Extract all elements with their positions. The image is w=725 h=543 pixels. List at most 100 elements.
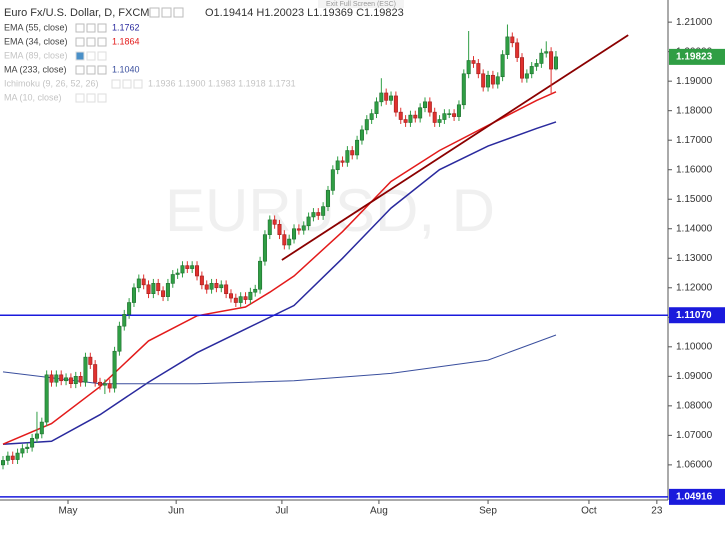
candle-body bbox=[195, 265, 200, 277]
legend-icon[interactable] bbox=[97, 23, 107, 33]
candle-body bbox=[437, 119, 442, 123]
candle-body bbox=[59, 374, 64, 382]
legend-icon[interactable] bbox=[133, 79, 143, 89]
legend-icon[interactable] bbox=[86, 65, 96, 75]
candle-body bbox=[102, 383, 107, 386]
candle-body bbox=[481, 73, 486, 88]
candle-body bbox=[233, 297, 238, 303]
candle-body bbox=[122, 314, 127, 327]
candle-body bbox=[238, 296, 243, 303]
indicator-line bbox=[2, 121, 557, 445]
candle-body bbox=[418, 107, 423, 119]
header-icon[interactable] bbox=[161, 7, 172, 18]
y-tick-label: 1.14000 bbox=[676, 223, 713, 234]
legend-value: 1.1936 1.1900 1.1983 1.1918 1.1731 bbox=[148, 78, 296, 88]
candle-body bbox=[88, 356, 93, 365]
candle-body bbox=[243, 296, 248, 300]
y-tick-label: 1.18000 bbox=[676, 105, 713, 116]
candle-body bbox=[15, 452, 20, 460]
candle-body bbox=[73, 376, 78, 385]
candle-body bbox=[64, 377, 69, 382]
candle-body bbox=[490, 74, 495, 85]
candle-body bbox=[175, 272, 180, 275]
y-tick-label: 1.21000 bbox=[676, 17, 713, 28]
legend-value: 1.1864 bbox=[112, 36, 140, 46]
y-tick-label: 1.10000 bbox=[676, 341, 713, 352]
candle-body bbox=[209, 283, 214, 290]
trendline[interactable] bbox=[281, 34, 629, 261]
candle-body bbox=[170, 274, 175, 284]
legend-icon[interactable] bbox=[111, 79, 121, 89]
legend-value: 1.1762 bbox=[112, 22, 140, 32]
candle-body bbox=[185, 265, 190, 269]
candle-body bbox=[180, 265, 185, 274]
candle-body bbox=[287, 238, 292, 246]
legend-name[interactable]: EMA (34, close) bbox=[4, 36, 68, 46]
legend-icon[interactable] bbox=[86, 93, 96, 103]
candle-body bbox=[272, 219, 277, 225]
candle-body bbox=[93, 364, 98, 383]
legend-name[interactable]: EMA (55, close) bbox=[4, 22, 68, 32]
legend-name[interactable]: MA (233, close) bbox=[4, 64, 67, 74]
candle-body bbox=[321, 206, 326, 216]
candle-body bbox=[156, 283, 161, 292]
candle-body bbox=[214, 283, 219, 289]
legend-icon[interactable] bbox=[86, 23, 96, 33]
legend-icon[interactable] bbox=[86, 51, 96, 61]
legend-icon[interactable] bbox=[75, 65, 85, 75]
candle-body bbox=[379, 92, 384, 103]
y-tick-label: 1.15000 bbox=[676, 194, 713, 205]
legend-icon[interactable] bbox=[75, 23, 85, 33]
legend-icon[interactable] bbox=[122, 79, 132, 89]
legend-name[interactable]: MA (10, close) bbox=[4, 92, 62, 102]
candle-body bbox=[393, 95, 398, 113]
candle-body bbox=[107, 383, 112, 389]
y-tick-label: 1.08000 bbox=[676, 400, 713, 411]
candle-body bbox=[292, 228, 297, 240]
legend-icon[interactable] bbox=[97, 51, 107, 61]
y-tick-label: 1.16000 bbox=[676, 164, 713, 175]
legend-icon[interactable] bbox=[86, 37, 96, 47]
indicator-line bbox=[2, 91, 557, 445]
candle-body bbox=[495, 76, 500, 85]
last-price-label: 1.19823 bbox=[676, 52, 713, 63]
legend-icon[interactable] bbox=[75, 93, 85, 103]
candle-body bbox=[199, 275, 204, 286]
candle-body bbox=[355, 139, 360, 156]
candle-body bbox=[427, 101, 432, 113]
header-icon[interactable] bbox=[149, 7, 160, 18]
header-icon[interactable] bbox=[173, 7, 184, 18]
candle-body bbox=[544, 51, 549, 54]
legend-icon[interactable] bbox=[75, 37, 85, 47]
candle-body bbox=[447, 113, 452, 115]
x-tick-label: Sep bbox=[479, 506, 497, 517]
legend-name[interactable]: Ichimoku (9, 26, 52, 26) bbox=[4, 78, 99, 88]
fullscreen-hint-box bbox=[318, 0, 404, 8]
candle-body bbox=[471, 60, 476, 64]
y-tick-label: 1.13000 bbox=[676, 253, 713, 264]
candle-body bbox=[112, 350, 117, 389]
candle-body bbox=[456, 104, 461, 117]
legend-icon[interactable] bbox=[97, 65, 107, 75]
candle-body bbox=[316, 212, 321, 216]
x-tick-label: Aug bbox=[370, 506, 388, 517]
legend-name[interactable]: EMA (89, close) bbox=[4, 50, 68, 60]
candle-body bbox=[510, 36, 515, 44]
chart-title: Euro Fx/U.S. Dollar, D, FXCM bbox=[4, 7, 149, 19]
legend-icon[interactable] bbox=[75, 51, 85, 61]
y-tick-label: 1.19000 bbox=[676, 76, 713, 87]
candle-body bbox=[190, 265, 195, 269]
x-tick-label: Jun bbox=[168, 506, 184, 517]
candle-body bbox=[350, 150, 355, 156]
candle-body bbox=[20, 448, 25, 454]
last-price-badge bbox=[669, 48, 725, 65]
candle-body bbox=[505, 36, 510, 55]
candle-body bbox=[466, 60, 471, 75]
candle-body bbox=[258, 260, 263, 290]
candle-body bbox=[277, 224, 282, 235]
fullscreen-hint[interactable]: Exit Full Screen (ESC) bbox=[326, 1, 396, 8]
legend-icon[interactable] bbox=[97, 93, 107, 103]
legend-icon[interactable] bbox=[97, 37, 107, 47]
legend-value: 1.1040 bbox=[112, 64, 140, 74]
